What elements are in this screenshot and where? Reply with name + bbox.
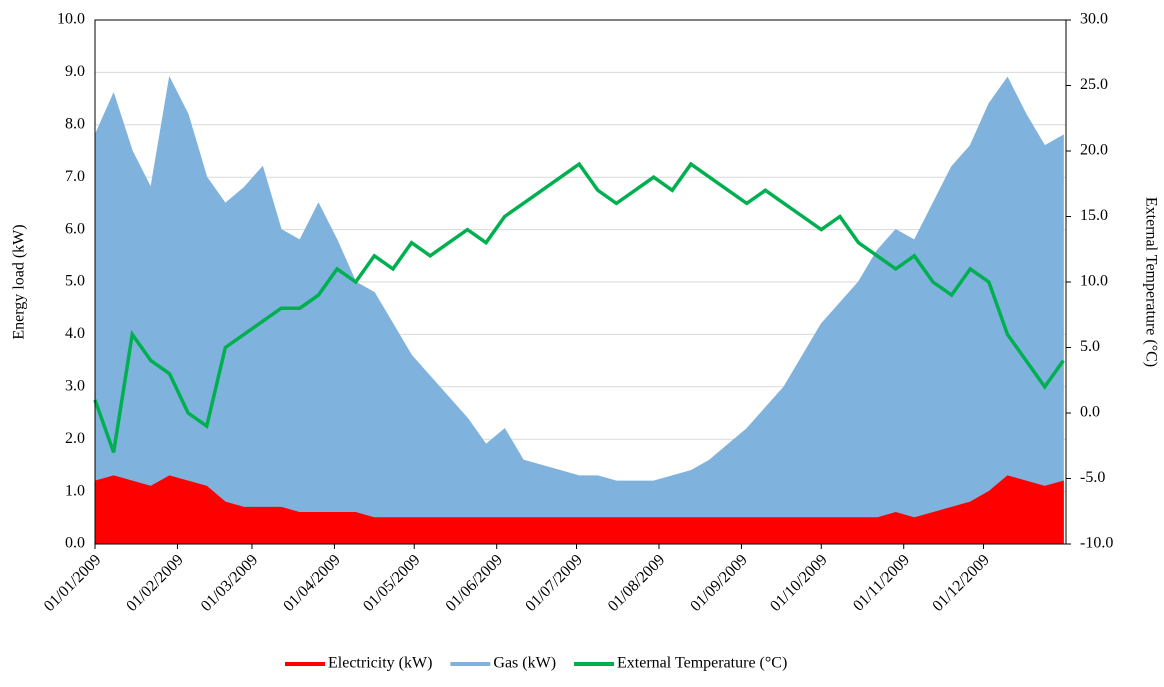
y2-tick-label: 20.0 — [1080, 142, 1108, 159]
x-tick-label: 01/10/2009 — [767, 551, 831, 615]
line — [93, 161, 1065, 453]
y2-tick-label: 15.0 — [1080, 207, 1108, 224]
x-tick-label: 01/03/2009 — [198, 551, 262, 615]
y-tick-label: 0.0 — [65, 535, 85, 552]
plot-frame — [94, 19, 1067, 545]
area — [94, 76, 1064, 545]
y-tick-label: 8.0 — [65, 115, 85, 132]
x-tick-label: 01/02/2009 — [123, 551, 187, 615]
y-tick-label: 7.0 — [65, 168, 85, 185]
area — [94, 475, 1064, 545]
y-tick-label: 6.0 — [65, 220, 85, 237]
y2-tick-label: 10.0 — [1080, 273, 1108, 290]
y-tick-label: 10.0 — [57, 11, 85, 28]
y2-tick-label: 25.0 — [1080, 76, 1108, 93]
y-tick-label: 2.0 — [65, 430, 85, 447]
x-tick-label: 01/07/2009 — [522, 551, 586, 615]
y2-tick-label: 30.0 — [1080, 11, 1108, 28]
y-tick-label: 1.0 — [65, 482, 85, 499]
x-tick-label: 01/06/2009 — [443, 551, 507, 615]
y2-tick-label: 0.0 — [1080, 404, 1100, 421]
x-tick-label: 01/11/2009 — [850, 551, 913, 614]
legend-label: Gas (kW) — [493, 655, 556, 672]
y-tick-label: 4.0 — [65, 325, 85, 342]
x-tick-label: 01/04/2009 — [280, 551, 344, 615]
legend-label: External Temperature (°C) — [617, 655, 787, 672]
y-tick-label: 5.0 — [65, 273, 85, 290]
x-tick-label: 01/09/2009 — [687, 551, 751, 615]
x-tick-label: 01/01/2009 — [41, 551, 105, 615]
y2-tick-label: 5.0 — [1080, 338, 1100, 355]
x-tick-label: 01/05/2009 — [360, 551, 424, 615]
y2-tick-label: -10.0 — [1080, 535, 1113, 552]
x-tick-label: 01/12/2009 — [929, 551, 993, 615]
y2-axis-label: External Temperature (°C) — [1142, 197, 1159, 367]
y2-tick-label: -5.0 — [1080, 469, 1105, 486]
y-tick-label: 3.0 — [65, 377, 85, 394]
y-tick-label: 9.0 — [65, 63, 85, 80]
x-tick-label: 01/08/2009 — [605, 551, 669, 615]
legend-label: Electricity (kW) — [328, 655, 432, 672]
y-axis-label: Energy load (kW) — [11, 224, 28, 339]
